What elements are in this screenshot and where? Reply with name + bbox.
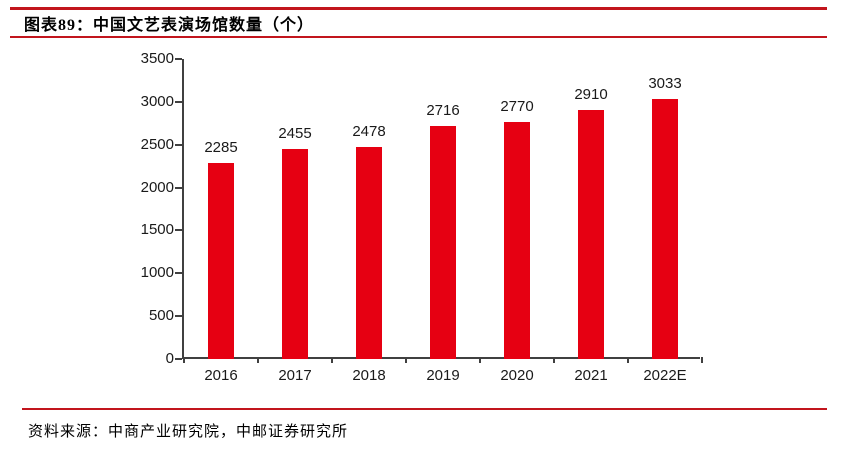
y-axis-tick-mark bbox=[175, 358, 182, 360]
x-axis-tick-mark bbox=[331, 357, 333, 363]
y-axis-tick-mark bbox=[175, 143, 182, 146]
y-axis-tick-label: 500 bbox=[148, 307, 174, 325]
y-axis-tick-label: 0 bbox=[165, 350, 174, 367]
figure-title: 图表89：中国文艺表演场馆数量（个） bbox=[24, 17, 315, 34]
bar-value-label: 2285 bbox=[204, 139, 238, 156]
x-axis-tick-mark bbox=[257, 357, 259, 363]
x-axis-tick-mark bbox=[183, 357, 185, 363]
x-axis-tick-mark bbox=[701, 357, 703, 363]
x-axis-category-label: 2017 bbox=[278, 367, 312, 384]
y-axis-tick-label: 2500 bbox=[140, 135, 174, 153]
bar-2021 bbox=[578, 110, 604, 359]
x-axis-tick-mark bbox=[479, 357, 481, 363]
header-bottom-rule bbox=[10, 36, 827, 38]
x-axis-category-label: 2018 bbox=[352, 367, 386, 384]
y-axis-tick-label: 1000 bbox=[140, 264, 174, 282]
y-axis-tick-mark bbox=[175, 229, 182, 232]
bar-value-label: 2455 bbox=[278, 125, 312, 142]
y-axis-tick-mark bbox=[175, 58, 182, 60]
x-axis-tick-mark bbox=[553, 357, 555, 363]
bar-2022E bbox=[652, 99, 678, 359]
bar-value-label: 3033 bbox=[648, 75, 682, 92]
bar-2020 bbox=[504, 122, 530, 359]
y-axis-tick-label: 3500 bbox=[140, 50, 174, 67]
footer-rule bbox=[22, 408, 827, 410]
source-note: 资料来源：中商产业研究院，中邮证券研究所 bbox=[28, 424, 349, 440]
y-axis-tick-mark bbox=[175, 272, 182, 275]
bar-value-label: 2910 bbox=[574, 86, 608, 103]
y-axis-tick-label: 3000 bbox=[140, 92, 174, 110]
y-axis-tick-label: 1500 bbox=[140, 221, 174, 239]
x-axis-category-label: 2021 bbox=[574, 367, 608, 384]
x-axis-category-label: 2022E bbox=[643, 367, 687, 384]
bar-value-label: 2770 bbox=[500, 98, 534, 115]
x-axis-category-label: 2019 bbox=[426, 367, 460, 384]
y-axis-tick-mark bbox=[175, 186, 182, 189]
y-axis-tick-mark bbox=[175, 315, 182, 318]
y-axis-tick-label: 2000 bbox=[140, 178, 174, 196]
x-axis-tick-mark bbox=[405, 357, 407, 363]
bar-value-label: 2478 bbox=[352, 123, 386, 140]
x-axis-category-label: 2020 bbox=[500, 367, 534, 384]
bar-2018 bbox=[356, 147, 382, 359]
x-axis-tick-mark bbox=[627, 357, 629, 363]
bar-chart-plot-area: 0 500 1000 1500 2000 2500 3000 3500 2285 2016 2455… bbox=[141, 50, 703, 384]
x-axis-category-label: 2016 bbox=[204, 367, 238, 384]
y-axis-tick-mark bbox=[175, 100, 182, 103]
bar-value-label: 2716 bbox=[426, 102, 460, 119]
bar-2019 bbox=[430, 126, 456, 359]
header-top-rule bbox=[10, 7, 827, 10]
bar-2016 bbox=[208, 163, 234, 359]
bar-2017 bbox=[282, 149, 308, 359]
